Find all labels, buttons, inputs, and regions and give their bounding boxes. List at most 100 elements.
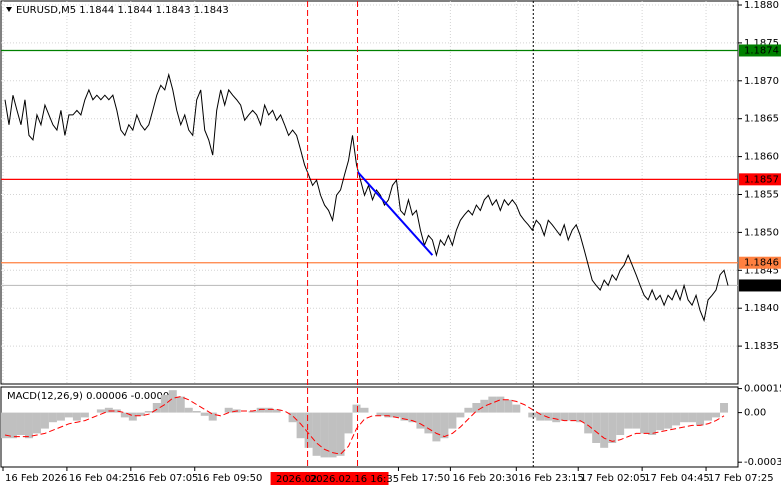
histogram-bar — [176, 396, 185, 413]
price-label: 1.1857 — [744, 174, 779, 185]
histogram-bar — [640, 412, 649, 434]
x-tick-label: 16 Feb 07:05 — [133, 473, 199, 484]
histogram-bar — [448, 412, 457, 429]
histogram-bar — [296, 412, 305, 439]
histogram-bar — [320, 412, 329, 458]
histogram-bar — [96, 409, 105, 413]
y-tick-label: 1.1860 — [744, 152, 779, 163]
histogram-bar — [80, 412, 89, 418]
y-tick-label: 1.1835 — [744, 341, 779, 352]
x-tick-label: 17 Feb 02:05 — [580, 473, 646, 484]
histogram-bar — [184, 407, 193, 413]
histogram-bar — [288, 412, 297, 423]
histogram-bar — [720, 403, 729, 413]
histogram-bar — [512, 404, 521, 413]
trend-line — [356, 171, 434, 256]
x-tick-label: 17 Feb 07:25 — [708, 473, 774, 484]
y-tick-label: 1.1880 — [744, 0, 779, 11]
x-tick-label: Feb 17:50 — [400, 473, 450, 484]
time-label: 2026.02.16 — [276, 474, 333, 485]
price-label-box — [739, 256, 781, 269]
histogram-bar — [384, 412, 393, 418]
x-tick-label: 16 Feb 04:25 — [69, 473, 135, 484]
panel-title: EURUSD,M5 1.1844 1.1844 1.1843 1.1843 — [16, 5, 229, 16]
histogram-bar — [624, 412, 633, 429]
histogram-bar — [344, 412, 353, 434]
histogram-bar — [40, 412, 49, 429]
price-label: 1.1874 — [744, 45, 779, 56]
histogram-bar — [24, 412, 33, 439]
price-label-box — [739, 279, 781, 292]
histogram-bar — [160, 395, 169, 413]
y-tick-label: 1.1875 — [744, 38, 779, 49]
histogram-bar — [464, 407, 473, 413]
x-tick-label: 16 Feb 23:15 — [518, 473, 584, 484]
histogram-bar — [456, 412, 465, 418]
histogram-bar — [536, 412, 545, 421]
histogram-bar — [8, 412, 17, 439]
histogram-bar — [144, 411, 153, 413]
y-tick-label: 1.1850 — [744, 227, 779, 238]
histogram-bar — [312, 412, 321, 456]
histogram-bar — [600, 412, 609, 448]
histogram-bar — [424, 412, 433, 434]
x-tick-label: 16 Feb 20:30 — [452, 473, 518, 484]
histogram-bar — [632, 412, 641, 429]
histogram-bar — [128, 412, 137, 421]
histogram-bar — [264, 407, 273, 413]
price-line — [4, 72, 729, 323]
x-tick-label: 16 Feb 2026 — [5, 473, 67, 484]
histogram-bar — [568, 412, 577, 421]
histogram-bar — [64, 412, 73, 418]
histogram-bar — [608, 412, 617, 443]
histogram-bar — [248, 411, 257, 413]
histogram-bar — [272, 409, 281, 413]
y-tick-label: 0.00015 — [744, 384, 781, 395]
panel-frame — [0, 0, 739, 385]
histogram-bar — [168, 390, 177, 413]
histogram-bar — [616, 412, 625, 435]
histogram-bar — [416, 412, 425, 429]
y-tick-label: 1.1855 — [744, 190, 779, 201]
histogram-bar — [592, 412, 601, 443]
y-tick-label: 1.1870 — [744, 76, 779, 87]
histogram-bar — [256, 407, 265, 413]
histogram-bar — [576, 412, 585, 423]
y-tick-label: 1.1865 — [744, 114, 779, 125]
histogram-bar — [136, 412, 145, 416]
histogram-bar — [688, 412, 697, 423]
price-label: 1.1843 — [744, 280, 779, 291]
histogram-bar — [552, 412, 561, 423]
histogram-bar — [304, 412, 313, 448]
histogram-bar — [528, 412, 537, 418]
histogram-bar — [376, 412, 385, 416]
histogram-bar — [192, 411, 201, 413]
histogram-bar — [696, 412, 705, 426]
histogram-bar — [440, 412, 449, 439]
histogram-bar — [400, 412, 409, 421]
price-label: 1.1846 — [744, 258, 779, 269]
histogram-bar — [360, 407, 369, 413]
menu-arrow — [6, 7, 12, 12]
price-label-box — [739, 173, 781, 186]
panel-title: MACD(12,26,9) 0.00006 -0.00000 — [7, 391, 176, 402]
histogram-bar — [208, 412, 217, 421]
histogram-bar — [112, 409, 121, 413]
histogram-bar — [488, 396, 497, 413]
histogram-bar — [152, 403, 161, 413]
histogram-bar — [504, 399, 513, 413]
histogram-bar — [200, 412, 209, 416]
histogram-bar — [16, 412, 25, 435]
histogram-bar — [648, 412, 657, 435]
x-tick-label: 16 Feb 09:50 — [197, 473, 263, 484]
histogram-bar — [352, 404, 361, 413]
histogram-bar — [496, 396, 505, 413]
histogram-bar — [432, 412, 441, 442]
histogram-bar — [120, 412, 129, 418]
histogram-bar — [544, 412, 553, 421]
histogram-bar — [680, 412, 689, 423]
histogram-bar — [328, 412, 337, 458]
histogram-bar — [480, 399, 489, 413]
